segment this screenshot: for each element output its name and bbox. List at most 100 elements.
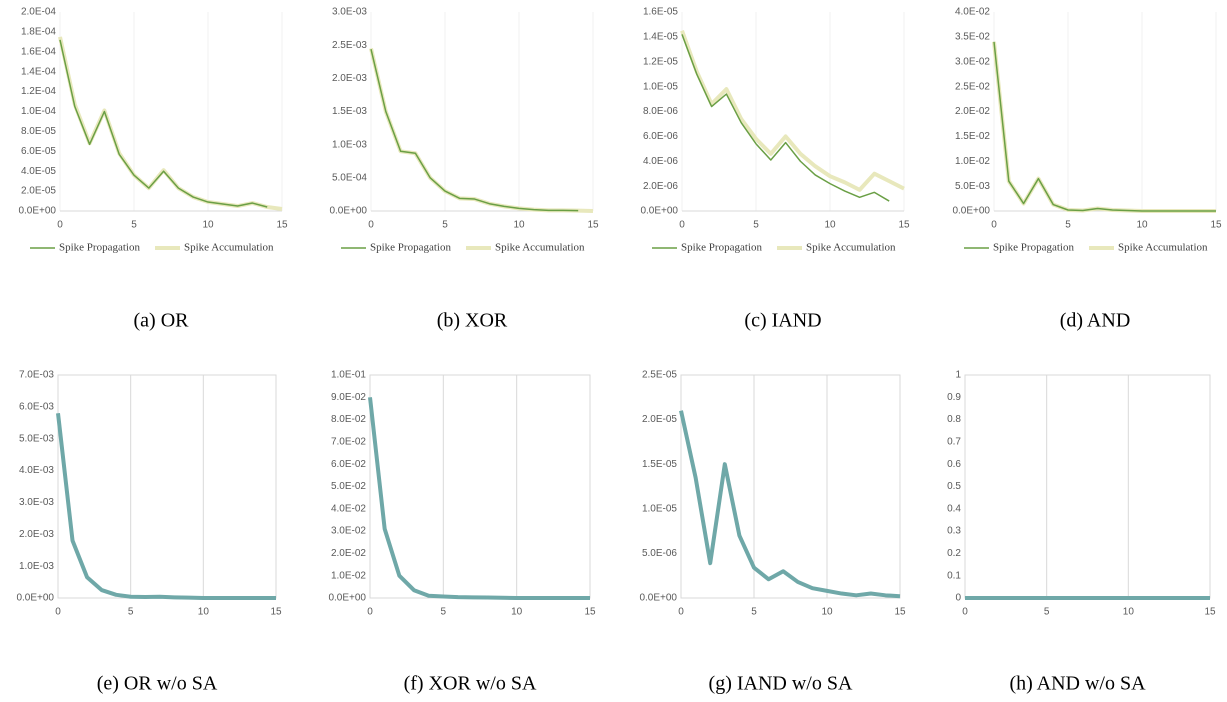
y-tick-label: 4.0E-02: [331, 503, 366, 514]
y-tick-label: 1.4E-05: [643, 32, 678, 43]
y-tick-label: 1.0E-03: [19, 561, 54, 572]
y-tick-label: 1.5E-03: [332, 106, 367, 117]
y-tick-label: 3.0E-03: [19, 497, 54, 508]
y-tick-label: 2.0E-03: [332, 73, 367, 84]
x-tick-label: 10: [202, 220, 214, 231]
caption: (f) XOR w/o SA: [404, 673, 537, 695]
series-line: [992, 41, 1216, 213]
y-tick-label: 6.0E-02: [331, 459, 366, 470]
caption: (d) AND: [1060, 310, 1131, 332]
series-line: [56, 413, 276, 600]
y-tick-label: 2.0E-05: [642, 414, 677, 425]
y-tick-label: 0.0E+00: [639, 593, 677, 604]
y-tick-label: 0.7: [947, 437, 961, 448]
legend-label: Spike Accumulation: [184, 242, 274, 254]
y-tick-label: 2.0E-06: [643, 181, 678, 192]
y-tick-label: 1.0E-02: [955, 156, 990, 167]
x-tick-label: 10: [821, 607, 833, 618]
y-tick-label: 0: [955, 593, 961, 604]
y-tick-label: 0.6: [947, 459, 961, 470]
y-tick-label: 0.4: [947, 503, 961, 514]
series-line: [370, 48, 579, 212]
y-tick-label: 1.0E-03: [332, 139, 367, 150]
x-tick-label: 10: [824, 220, 836, 231]
y-tick-label: 7.0E-02: [331, 437, 366, 448]
y-tick-label: 5.0E-03: [955, 181, 990, 192]
x-tick-label: 10: [1123, 607, 1135, 618]
series-line: [679, 410, 901, 599]
y-tick-label: 1.0E-04: [21, 106, 56, 117]
legend-label: Spike Accumulation: [806, 242, 896, 254]
plot-border: [57, 374, 277, 599]
x-tick-label: 5: [753, 220, 759, 231]
y-tick-label: 6.0E-05: [21, 146, 56, 157]
y-tick-label: 2.0E-02: [955, 106, 990, 117]
y-tick-label: 5.0E-03: [19, 433, 54, 444]
y-tick-label: 7.0E-03: [19, 370, 54, 381]
x-tick-label: 15: [1210, 220, 1222, 231]
y-tick-label: 3.0E-02: [331, 526, 366, 537]
x-tick-label: 0: [991, 220, 997, 231]
caption: (g) IAND w/o SA: [709, 673, 853, 695]
y-tick-label: 0.0E+00: [329, 206, 367, 217]
caption: (e) OR w/o SA: [97, 673, 218, 695]
y-tick-label: 2.0E-04: [21, 7, 56, 18]
x-tick-label: 5: [1065, 220, 1071, 231]
y-tick-label: 1.0E-02: [331, 570, 366, 581]
x-tick-label: 5: [441, 607, 447, 618]
y-tick-label: 3.5E-02: [955, 32, 990, 43]
caption: (b) XOR: [437, 310, 508, 332]
y-tick-label: 2.5E-03: [332, 40, 367, 51]
legend-label: Spike Accumulation: [1118, 242, 1208, 254]
x-tick-label: 0: [678, 607, 684, 618]
y-tick-label: 1.2E-04: [21, 86, 56, 97]
y-tick-label: 0.0E+00: [18, 206, 56, 217]
y-tick-label: 0.5: [947, 481, 961, 492]
x-tick-label: 5: [131, 220, 137, 231]
legend-label: Spike Propagation: [59, 242, 140, 254]
y-tick-label: 1.6E-05: [643, 7, 678, 18]
x-tick-label: 15: [270, 607, 282, 618]
y-tick-label: 0.1: [947, 570, 961, 581]
x-tick-label: 15: [587, 220, 599, 231]
x-tick-label: 5: [1044, 607, 1050, 618]
y-tick-label: 8.0E-02: [331, 414, 366, 425]
y-tick-label: 2.0E-05: [21, 186, 56, 197]
y-tick-label: 5.0E-04: [332, 172, 367, 183]
y-tick-label: 3.0E-03: [332, 7, 367, 18]
plot-border: [369, 374, 591, 599]
x-tick-label: 10: [511, 607, 523, 618]
x-tick-label: 0: [55, 607, 61, 618]
y-tick-label: 0.9: [947, 392, 961, 403]
x-tick-label: 15: [898, 220, 910, 231]
y-tick-label: 0.2: [947, 548, 961, 559]
y-tick-label: 1.4E-04: [21, 66, 56, 77]
x-tick-label: 5: [751, 607, 757, 618]
y-tick-label: 1.8E-04: [21, 27, 56, 38]
y-tick-label: 3.0E-02: [955, 56, 990, 67]
y-tick-label: 4.0E-05: [21, 166, 56, 177]
y-tick-label: 1.0E-05: [642, 503, 677, 514]
y-tick-label: 6.0E-06: [643, 131, 678, 142]
x-tick-label: 15: [276, 220, 288, 231]
y-tick-label: 5.0E-06: [642, 548, 677, 559]
y-tick-label: 1.6E-04: [21, 46, 56, 57]
x-tick-label: 10: [513, 220, 525, 231]
x-tick-label: 15: [894, 607, 906, 618]
series-line: [368, 397, 590, 600]
y-tick-label: 1.5E-02: [955, 131, 990, 142]
y-tick-label: 0.0E+00: [328, 593, 366, 604]
series-line: [58, 36, 283, 211]
y-tick-label: 0.0E+00: [952, 206, 990, 217]
series-line: [680, 29, 905, 192]
y-tick-label: 0.0E+00: [640, 206, 678, 217]
plot-border: [964, 374, 1211, 599]
y-tick-label: 1.0E-01: [331, 370, 366, 381]
y-tick-label: 1.2E-05: [643, 56, 678, 67]
x-tick-label: 15: [584, 607, 596, 618]
series-line: [369, 48, 594, 213]
x-tick-label: 5: [442, 220, 448, 231]
caption: (h) AND w/o SA: [1009, 673, 1146, 695]
series-line: [59, 39, 268, 208]
